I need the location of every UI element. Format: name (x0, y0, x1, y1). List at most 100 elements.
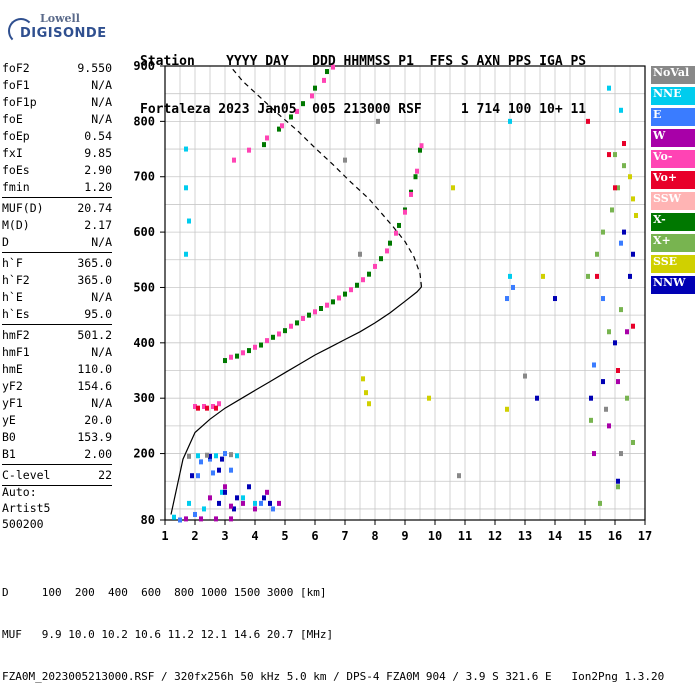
param-row: C-level 22 (2, 467, 112, 484)
data-point (184, 516, 188, 522)
data-point (229, 516, 233, 522)
data-point (253, 344, 257, 350)
data-point (619, 451, 623, 457)
data-point (367, 271, 371, 277)
data-point (631, 439, 635, 445)
param-separator (2, 485, 112, 486)
data-point (589, 395, 593, 401)
data-point (379, 256, 383, 262)
param-value: 95.0 (84, 307, 112, 321)
data-point (211, 404, 215, 409)
param-label: foE (2, 112, 23, 126)
data-point (253, 506, 257, 512)
data-point (214, 516, 218, 522)
legend-entry: E (651, 108, 695, 126)
param-value: N/A (91, 290, 112, 304)
data-point (208, 495, 212, 501)
x-tick-label: 14 (548, 529, 562, 543)
data-point (607, 152, 611, 158)
data-point (235, 453, 239, 459)
data-point (202, 404, 206, 409)
data-point (625, 329, 629, 335)
legend-entry: X+ (651, 234, 695, 252)
bottom-info: D 100 200 400 600 800 1000 1500 3000 [km… (2, 558, 664, 698)
ionogram-plot: 1 2 3 4 5 6 7 8 9 10 11 12 13 14 15 16 17802003004005006… (133, 59, 652, 543)
data-point (523, 373, 527, 379)
param-label: C-level (2, 468, 51, 482)
data-point (628, 174, 632, 180)
data-point (283, 328, 287, 334)
data-point (325, 302, 329, 308)
data-point (241, 495, 245, 501)
param-value: 22 (98, 468, 112, 482)
data-point (199, 516, 203, 522)
param-label: hmE (2, 362, 23, 376)
station-header: Station YYYY DAY DDD HHMMSS P1 FFS S AXN… (140, 22, 586, 134)
data-point (310, 93, 314, 99)
data-point (208, 456, 212, 462)
data-point (205, 405, 209, 411)
param-label: yE (2, 413, 16, 427)
param-value: 153.9 (77, 430, 112, 444)
file-info-row: FZA0M_2023005213000.RSF / 320fx256h 50 k… (2, 670, 665, 683)
param-separator (2, 464, 112, 465)
param-label: yF2 (2, 379, 23, 393)
param-value: 501.2 (77, 328, 112, 342)
data-point (427, 395, 431, 401)
data-point (607, 423, 611, 429)
data-point (178, 517, 182, 523)
param-row: B0 153.9 (2, 429, 112, 446)
param-label: foEs (2, 163, 30, 177)
data-point (457, 473, 461, 479)
data-point (220, 489, 224, 495)
data-point (616, 484, 620, 490)
data-point (358, 251, 362, 257)
data-point (604, 406, 608, 412)
data-point (235, 353, 239, 359)
data-point (214, 453, 218, 459)
data-point (616, 478, 620, 484)
data-point (187, 453, 191, 459)
data-point (595, 273, 599, 279)
y-tick-label: 600 (133, 225, 155, 239)
param-value: N/A (91, 235, 112, 249)
data-point (295, 108, 299, 114)
data-point (319, 306, 323, 312)
y-tick-label: 400 (133, 336, 155, 350)
legend-entry: NNE (651, 87, 695, 105)
data-point (295, 320, 299, 326)
param-label: M(D) (2, 218, 30, 232)
y-tick-label: 500 (133, 280, 155, 294)
data-point (241, 350, 245, 356)
data-point (607, 85, 611, 91)
param-row: hmE 110.0 (2, 361, 112, 378)
param-label: h`E (2, 290, 23, 304)
y-tick-label: 300 (133, 391, 155, 405)
data-point (394, 230, 398, 236)
param-value: 365.0 (77, 273, 112, 287)
param-label: fmin (2, 180, 30, 194)
data-point (217, 467, 221, 473)
param-row: fxI 9.85 (2, 145, 112, 162)
param-value: 0.54 (84, 129, 112, 143)
legend-entry: NoVal (651, 66, 695, 84)
header-row-labels: Station YYYY DAY DDD HHMMSS P1 FFS S AXN… (140, 54, 587, 69)
param-value: 2.17 (84, 218, 112, 232)
data-point (343, 157, 347, 163)
data-point (415, 168, 419, 174)
param-value: 2.00 (84, 447, 112, 461)
data-point (229, 452, 233, 458)
data-point (271, 334, 275, 340)
data-point (631, 196, 635, 202)
data-point (388, 240, 392, 246)
data-point (289, 323, 293, 329)
autoscale-artist: Artist5 (2, 501, 51, 515)
x-tick-label: 4 (251, 529, 258, 543)
profile-curve (170, 286, 422, 515)
data-point (622, 141, 626, 147)
data-point (337, 295, 341, 301)
data-point (247, 484, 251, 490)
x-tick-label: 12 (488, 529, 502, 543)
x-tick-label: 2 (191, 529, 198, 543)
header-row-values: Fortaleza 2023 Jan05 005 213000 RSF 1 71… (140, 102, 587, 117)
